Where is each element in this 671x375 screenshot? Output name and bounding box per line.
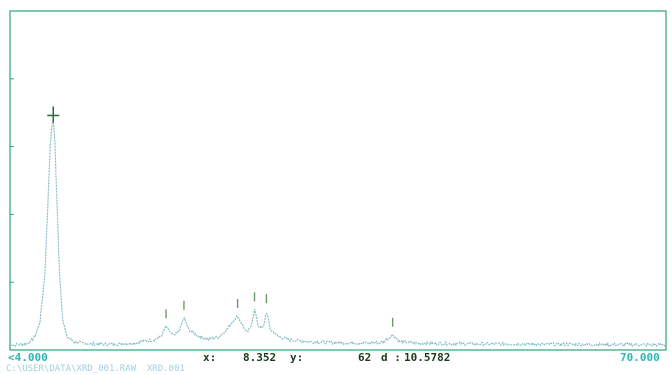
x-min-label: <4.000 xyxy=(8,351,48,364)
cursor-group xyxy=(47,106,60,123)
x-readout-label: x: xyxy=(203,351,217,364)
y-readout-label: y: xyxy=(290,351,304,364)
peak-marker-group xyxy=(165,292,394,327)
trace-group xyxy=(9,120,667,348)
plot-frame xyxy=(9,10,667,351)
d-readout-label: d : xyxy=(381,351,401,364)
d-readout-value: 10.5782 xyxy=(404,351,451,364)
diffraction-trace xyxy=(9,120,667,348)
plot-frame-group xyxy=(9,10,667,351)
y-readout-value: 62 xyxy=(358,351,372,364)
x-max-label: 70.000 xyxy=(620,351,660,364)
file-path-line: C:\USER\DATA\XRD_001.RAW XRD.001 xyxy=(6,364,185,374)
x-readout-value: 8.352 xyxy=(243,351,277,364)
